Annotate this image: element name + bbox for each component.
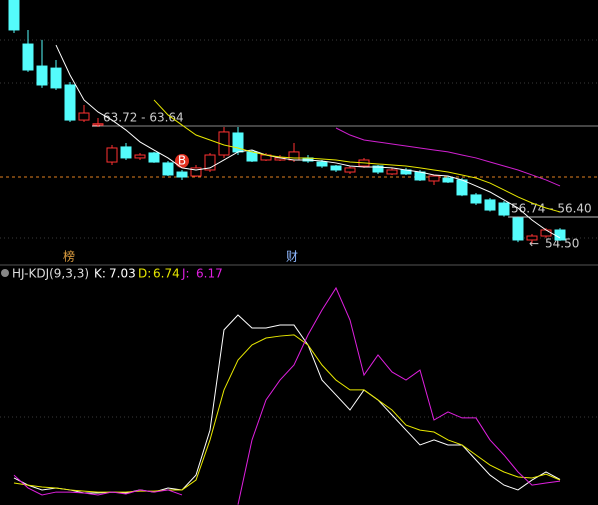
candle-body [8,0,20,31]
candle-body [288,151,300,161]
candle-body [190,167,202,177]
candle-body [470,194,482,204]
arrow: ← [529,237,539,251]
price-line-label: 63.72 - 63.64 [103,111,184,125]
candle-body [372,165,384,173]
series-line [55,44,561,239]
series-line [335,127,561,187]
candle-body [484,199,496,211]
candle-body [498,202,510,216]
candle-body [344,167,356,173]
price-line-label: 56.74 - 56.40 [511,202,592,216]
legend-name: K: [94,267,106,281]
signal-label: B [178,154,186,168]
legend-value: 7.03 [109,267,136,281]
panel [13,286,561,505]
indicator-title: HJ-KDJ(9,3,3) [12,267,89,281]
candle-body [204,154,216,171]
candle-body [428,175,440,182]
low-label: 54.50 [545,237,579,251]
series-line [153,99,561,213]
signal-badge [175,154,189,168]
candle-body [36,65,48,86]
series-line [13,334,561,493]
candle-body [330,165,342,171]
collapse-icon[interactable] [1,269,9,277]
candle-body [78,112,90,121]
legend-value: 6.17 [196,267,223,281]
legend-name: D: [138,267,151,281]
candle-body [22,43,34,71]
candle-body [554,229,566,241]
event-label[interactable]: 财 [286,250,298,264]
candle-body [442,177,454,183]
candle-body [64,84,76,121]
candle-body [50,67,62,89]
candle-body [316,161,328,167]
candle-body [162,162,174,176]
candle-body [106,147,118,163]
legend-value: 6.74 [153,267,180,281]
legend-name: J: [181,267,190,281]
candle-body [134,154,146,159]
candle-body [456,179,468,196]
panel [8,0,566,244]
candle-body [386,169,398,175]
series-line [13,286,561,505]
candle-body [526,235,538,241]
candle-body [92,123,104,126]
candle-body [540,229,552,237]
candle-body [176,171,188,178]
series-line [13,314,561,494]
candle-body [120,146,132,159]
candle-body [246,151,258,162]
candle-body [512,217,524,241]
candle-body [148,152,160,163]
grid [0,39,598,418]
event-label[interactable]: 榜 [63,249,75,264]
